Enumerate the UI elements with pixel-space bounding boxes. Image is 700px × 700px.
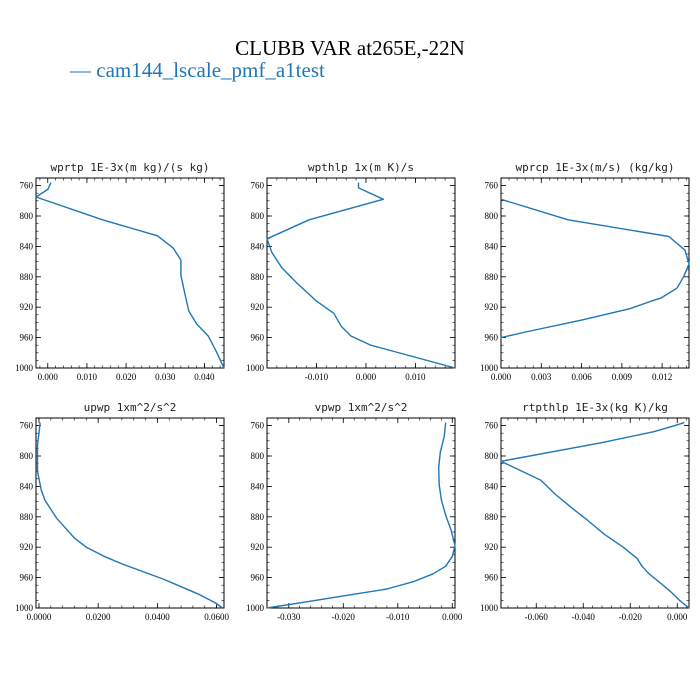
y-tick-label: 840 (251, 241, 265, 251)
plot-frame (35, 417, 225, 609)
x-tick-label: 0.000 (491, 372, 512, 382)
series-line (266, 182, 456, 369)
plot-frame (500, 177, 690, 369)
x-tick-label: 0.020 (116, 372, 137, 382)
panel-title: upwp 1xm^2/s^2 (84, 401, 177, 414)
y-tick-label: 840 (485, 481, 499, 491)
y-tick-label: 880 (251, 272, 265, 282)
x-tick-label: 0.010 (405, 372, 426, 382)
y-tick-label: 840 (20, 241, 34, 251)
plot-panel-1: wprtp 1E-3x(m kg)/(s kg) 760 800 840 880 920 9… (15, 161, 225, 382)
y-tick-label: 800 (20, 211, 34, 221)
y-tick-label: 840 (485, 241, 499, 251)
panel-title: wpthlp 1x(m K)/s (308, 161, 414, 174)
y-tick-label: 760 (20, 421, 34, 431)
y-tick-label: 920 (251, 302, 265, 312)
y-tick-label: 800 (485, 211, 499, 221)
x-tick-label: 0.0200 (86, 612, 111, 622)
y-tick-label: 1000 (15, 603, 34, 613)
panel-title: vpwp 1xm^2/s^2 (315, 401, 408, 414)
y-tick-label: 960 (251, 333, 265, 343)
plot-panel-5: vpwp 1xm^2/s^2 760 800 840 880 920 960 1000 -0.0… (246, 401, 463, 622)
plot-panel-6: rtpthlp 1E-3x(kg K)/kg 760 800 840 880 920 960… (480, 401, 690, 622)
series-line (500, 198, 690, 340)
x-tick-label: 0.030 (155, 372, 176, 382)
panel-title: wprtp 1E-3x(m kg)/(s kg) (51, 161, 210, 174)
x-tick-label: 0.009 (612, 372, 633, 382)
y-tick-label: 760 (20, 181, 34, 191)
y-tick-label: 1000 (15, 363, 34, 373)
y-tick-label: 960 (20, 333, 34, 343)
y-tick-label: 1000 (480, 603, 499, 613)
x-tick-label: 0.010 (77, 372, 98, 382)
y-tick-label: 880 (20, 512, 34, 522)
y-tick-label: 960 (485, 333, 499, 343)
y-tick-label: 760 (485, 421, 499, 431)
y-tick-label: 880 (485, 512, 499, 522)
plot-panel-4: upwp 1xm^2/s^2 760 800 840 880 920 960 10000.00… (15, 401, 229, 622)
y-tick-label: 840 (251, 481, 265, 491)
y-tick-label: 920 (485, 302, 499, 312)
y-tick-label: 840 (20, 481, 34, 491)
y-tick-label: 800 (251, 451, 265, 461)
x-tick-label: 0.0000 (27, 612, 52, 622)
y-tick-label: 920 (251, 542, 265, 552)
legend-entry: — cam144_lscale_pmf_a1test (70, 58, 325, 83)
x-tick-label: 0.0600 (204, 612, 229, 622)
x-tick-label: 0.000 (667, 612, 688, 622)
y-tick-label: 880 (20, 272, 34, 282)
y-tick-label: 760 (251, 181, 265, 191)
y-tick-label: 800 (485, 451, 499, 461)
series-line (36, 422, 223, 609)
legend-line-marker: — (70, 58, 91, 82)
plot-frame (266, 177, 456, 369)
x-tick-label: -0.010 (386, 612, 410, 622)
panel-title: wprcp 1E-3x(m/s) (kg/kg) (516, 161, 675, 174)
y-tick-label: 920 (20, 302, 34, 312)
panel-title: rtpthlp 1E-3x(kg K)/kg (522, 401, 668, 414)
y-tick-label: 800 (251, 211, 265, 221)
y-tick-label: 920 (485, 542, 499, 552)
y-tick-label: 760 (251, 421, 265, 431)
y-tick-label: 880 (485, 272, 499, 282)
y-tick-label: 880 (251, 512, 265, 522)
series-line (500, 421, 690, 609)
y-tick-label: 960 (251, 573, 265, 583)
plot-panel-3: wprcp 1E-3x(m/s) (kg/kg) 760 800 840 880 920 9… (480, 161, 690, 382)
x-tick-label: -0.040 (572, 612, 596, 622)
x-tick-label: 0.000 (38, 372, 59, 382)
x-tick-label: -0.060 (525, 612, 549, 622)
x-tick-label: -0.030 (277, 612, 301, 622)
y-tick-label: 920 (20, 542, 34, 552)
plot-frame (500, 417, 690, 609)
plot-frame (266, 417, 456, 609)
y-tick-label: 760 (485, 181, 499, 191)
y-tick-label: 1000 (246, 603, 265, 613)
y-tick-label: 960 (20, 573, 34, 583)
x-tick-label: 0.000 (356, 372, 377, 382)
legend-label: cam144_lscale_pmf_a1test (96, 58, 325, 82)
plot-panel-2: wpthlp 1x(m K)/s 760 800 840 880 920 960 1000 -0… (246, 161, 456, 382)
y-tick-label: 1000 (246, 363, 265, 373)
y-tick-label: 1000 (480, 363, 499, 373)
x-tick-label: 0.040 (194, 372, 215, 382)
x-tick-label: 0.012 (652, 372, 672, 382)
x-tick-label: -0.020 (332, 612, 356, 622)
series-line (35, 182, 225, 369)
x-tick-label: -0.010 (305, 372, 329, 382)
x-tick-label: 0.003 (531, 372, 552, 382)
x-tick-label: 0.0400 (145, 612, 170, 622)
x-tick-label: 0.000 (442, 612, 463, 622)
series-line (266, 422, 456, 609)
x-tick-label: -0.020 (619, 612, 643, 622)
y-tick-label: 800 (20, 451, 34, 461)
plot-frame (35, 177, 225, 369)
chart-title: CLUBB VAR at265E,-22N (235, 36, 465, 60)
y-tick-label: 960 (485, 573, 499, 583)
x-tick-label: 0.006 (571, 372, 592, 382)
